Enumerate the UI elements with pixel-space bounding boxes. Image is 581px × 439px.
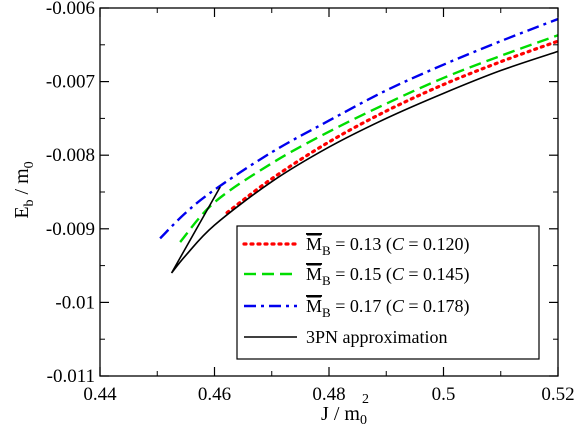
x-tick-label: 0.44 xyxy=(83,384,117,405)
legend-label-3: MB = 0.17 (C = 0.178) xyxy=(306,296,470,320)
legend-label-1: MB = 0.13 (C = 0.120) xyxy=(306,234,470,258)
series-line-4 xyxy=(170,50,558,274)
legend-label-4: 3PN approximation xyxy=(306,327,448,347)
series-line-2 xyxy=(179,34,558,243)
series-layer xyxy=(159,17,558,274)
x-tick-label: 0.46 xyxy=(198,384,231,405)
y-tick-label: -0.01 xyxy=(55,292,95,313)
series-line-1 xyxy=(225,39,558,215)
y-tick-label: -0.008 xyxy=(46,145,95,166)
x-tick-label: 0.52 xyxy=(541,384,574,405)
y-tick-label: -0.006 xyxy=(46,0,95,19)
x-tick-label: 0.48 xyxy=(312,384,345,405)
legend: MB = 0.13 (C = 0.120) MB = 0.15 (C = 0.14… xyxy=(236,225,540,360)
y-tick-label: -0.011 xyxy=(47,366,95,387)
ticks-layer: 0.44 0.46 0.48 0.5 0.52 -0.011 -0.01 -0.009 -0.0… xyxy=(46,0,575,405)
legend-entries: MB = 0.13 (C = 0.120) MB = 0.15 (C = 0.14… xyxy=(242,234,470,347)
legend-label-2: MB = 0.15 (C = 0.145) xyxy=(306,264,470,288)
series-line-3 xyxy=(159,17,558,240)
x-axis-label: J / m02 xyxy=(321,392,369,428)
x-tick-label: 0.5 xyxy=(432,384,456,405)
y-tick-label: -0.009 xyxy=(46,219,95,240)
y-axis-label: Eb / m0 xyxy=(11,161,37,218)
y-tick-label: -0.007 xyxy=(46,72,95,93)
